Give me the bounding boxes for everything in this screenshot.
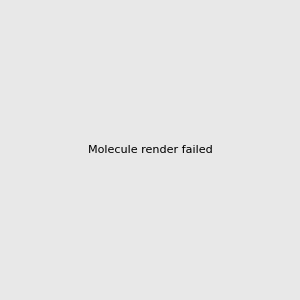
Text: Molecule render failed: Molecule render failed	[88, 145, 212, 155]
